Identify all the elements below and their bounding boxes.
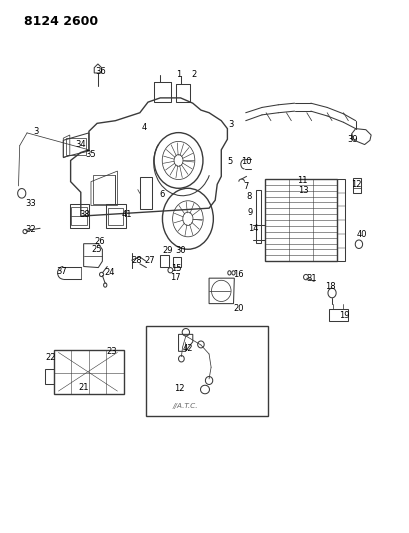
Text: 13: 13 [297, 185, 308, 195]
Text: 39: 39 [346, 135, 357, 144]
Text: 22: 22 [46, 353, 56, 362]
Text: 21: 21 [78, 383, 89, 392]
Text: 3: 3 [228, 120, 234, 129]
Text: 26: 26 [94, 237, 105, 246]
Text: //A.T.C.: //A.T.C. [172, 402, 198, 409]
Bar [93, 175, 115, 204]
Text: 9: 9 [247, 208, 252, 217]
Bar [175, 84, 189, 102]
Text: 6: 6 [159, 190, 164, 199]
Text: 31: 31 [306, 273, 316, 282]
Text: 19: 19 [338, 311, 348, 320]
Text: 41: 41 [121, 210, 132, 219]
Text: 16: 16 [232, 270, 243, 279]
Text: 32: 32 [25, 225, 36, 234]
Text: 3: 3 [33, 127, 38, 136]
Text: 34: 34 [75, 140, 86, 149]
Text: 17: 17 [170, 272, 180, 281]
Text: 8: 8 [246, 192, 251, 201]
Text: 40: 40 [356, 230, 366, 239]
Text: 36: 36 [96, 67, 106, 76]
Text: 33: 33 [25, 199, 36, 208]
Text: 25: 25 [92, 245, 102, 254]
Text: 42: 42 [182, 344, 193, 353]
Text: 28: 28 [131, 256, 142, 265]
Bar [108, 208, 123, 225]
Bar [54, 350, 123, 394]
Text: 38: 38 [79, 210, 90, 219]
Bar [160, 255, 169, 266]
Bar [45, 369, 54, 384]
Text: 10: 10 [241, 157, 251, 166]
Bar [71, 207, 87, 225]
Text: 2: 2 [191, 69, 196, 78]
Text: 27: 27 [144, 256, 155, 265]
Text: 8124 2600: 8124 2600 [24, 14, 98, 28]
Text: 11: 11 [296, 175, 306, 184]
Text: 7: 7 [243, 182, 248, 191]
Bar [173, 257, 180, 266]
Bar [353, 179, 360, 193]
Text: 4: 4 [141, 123, 146, 132]
Text: 37: 37 [56, 268, 67, 276]
Text: 1: 1 [175, 69, 181, 78]
Text: 30: 30 [175, 246, 185, 255]
Text: 15: 15 [171, 264, 181, 272]
Text: 12: 12 [351, 180, 361, 189]
Bar [255, 190, 260, 243]
Text: 35: 35 [85, 150, 96, 159]
Bar [154, 82, 171, 102]
Bar [265, 179, 336, 261]
Text: 23: 23 [107, 347, 117, 356]
Bar [139, 177, 152, 209]
Text: 24: 24 [104, 268, 114, 277]
Text: 14: 14 [247, 224, 258, 233]
Text: 18: 18 [324, 282, 335, 291]
Bar [336, 179, 345, 261]
Bar [65, 138, 86, 155]
Text: 12: 12 [174, 384, 184, 393]
Text: 5: 5 [227, 157, 232, 166]
Text: 29: 29 [162, 246, 172, 255]
Text: 20: 20 [233, 304, 243, 313]
